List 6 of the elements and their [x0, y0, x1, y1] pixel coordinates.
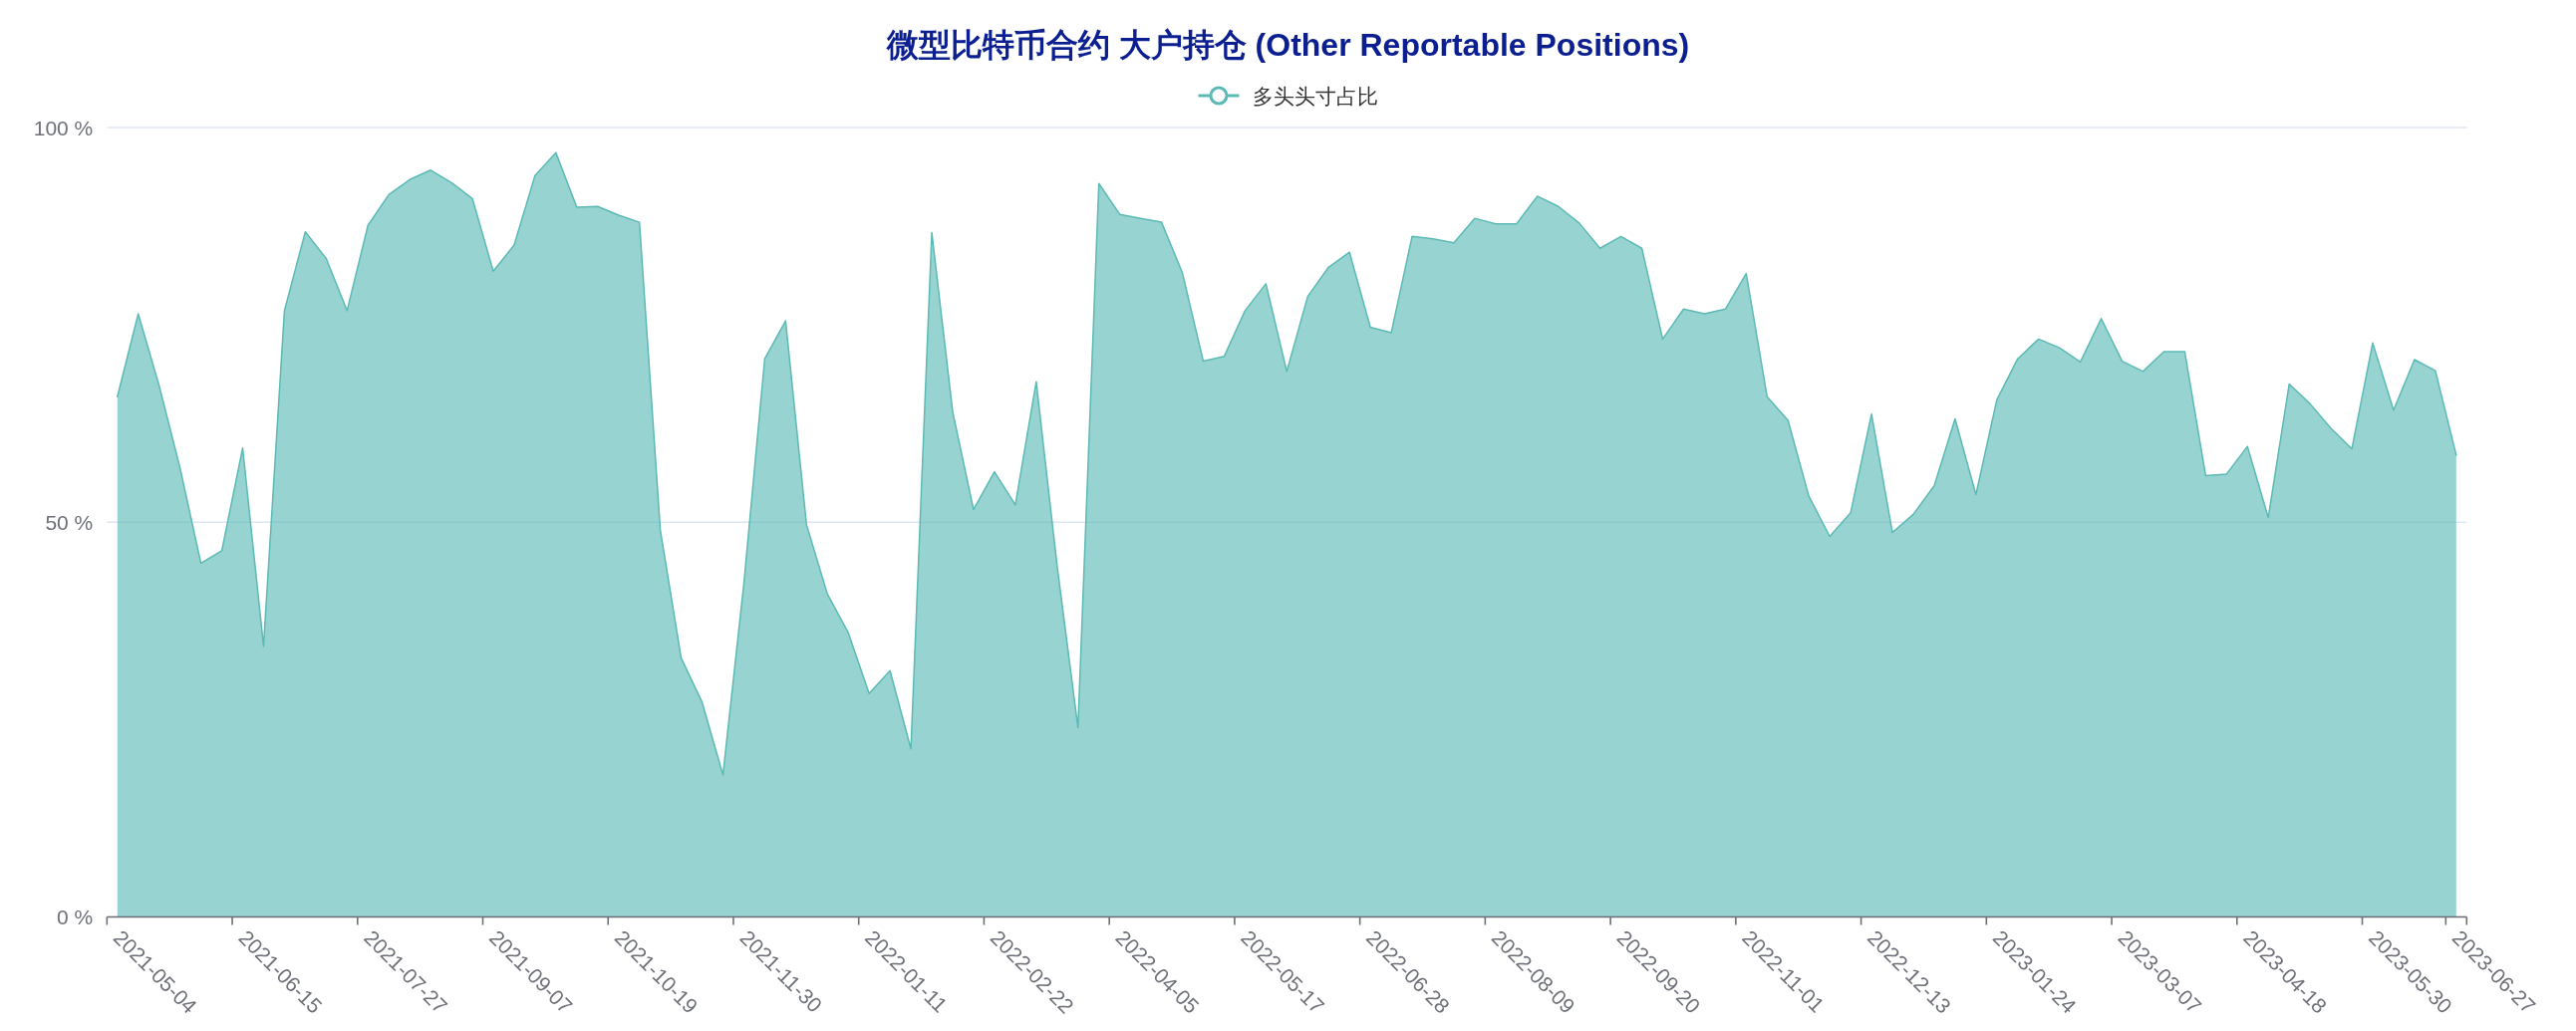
y-tick-label: 100 %: [33, 116, 94, 139]
y-tick-label: 50 %: [45, 510, 94, 534]
legend-label: 多头头寸占比: [1252, 84, 1378, 108]
y-tick-label: 0 %: [57, 905, 94, 928]
legend: 多头头寸占比: [1198, 84, 1378, 108]
chart-title: 微型比特币合约 大户持仓 (Other Reportable Positions): [885, 27, 1690, 63]
